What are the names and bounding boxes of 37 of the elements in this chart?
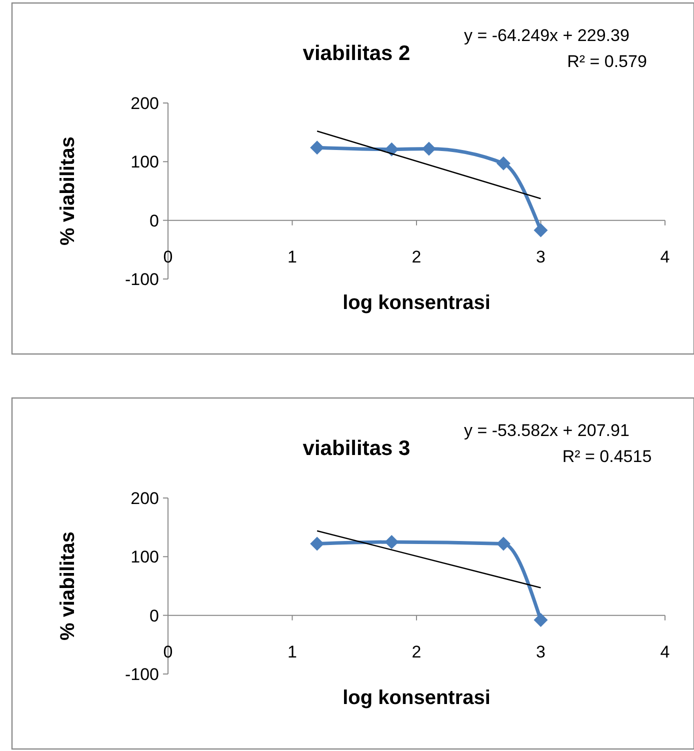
point — [496, 156, 510, 170]
point — [310, 140, 324, 155]
text: R² = 0.579 — [567, 52, 647, 71]
x-axis-title: log konsentrasi — [342, 687, 490, 709]
y-axis-title: % viabilitas — [57, 136, 79, 246]
x-tick-label: 0 — [163, 247, 173, 266]
x-tick-label: 4 — [660, 642, 670, 662]
y-tick-label: 0 — [150, 606, 159, 626]
x-tick-label: 3 — [536, 247, 546, 266]
y-tick-label: 200 — [130, 94, 159, 113]
y-tick-label: -100 — [124, 664, 159, 684]
y-tick-label: 0 — [150, 211, 159, 230]
x-tick-label: 3 — [536, 642, 546, 662]
x-tick-label: 2 — [412, 247, 422, 266]
x-tick-label: 1 — [288, 247, 297, 266]
y-tick-label: -100 — [124, 270, 159, 289]
text: R² = 0.4515 — [562, 447, 652, 466]
point — [384, 142, 399, 156]
x-tick-label: 2 — [412, 642, 422, 662]
point — [310, 536, 324, 551]
x-tick-label: 4 — [660, 247, 670, 266]
point — [534, 613, 548, 628]
y-tick-label: 100 — [130, 548, 159, 567]
text: y = -53.582x + 207.91 — [464, 421, 630, 440]
x-tick-label: 1 — [288, 642, 297, 662]
point — [384, 535, 399, 549]
y-tick-label: 200 — [130, 488, 159, 508]
point — [422, 142, 436, 156]
text: y = -64.249x + 229.39 — [464, 26, 630, 45]
chart-title: viabilitas 3 — [302, 437, 410, 460]
point — [496, 536, 510, 551]
chart-title: viabilitas 2 — [302, 42, 410, 65]
y-axis-title: % viabilitas — [57, 532, 79, 640]
point — [534, 223, 548, 238]
y-tick-label: 100 — [130, 152, 159, 172]
x-tick-label: 0 — [163, 642, 173, 662]
x-axis-title: log konsentrasi — [342, 292, 490, 314]
